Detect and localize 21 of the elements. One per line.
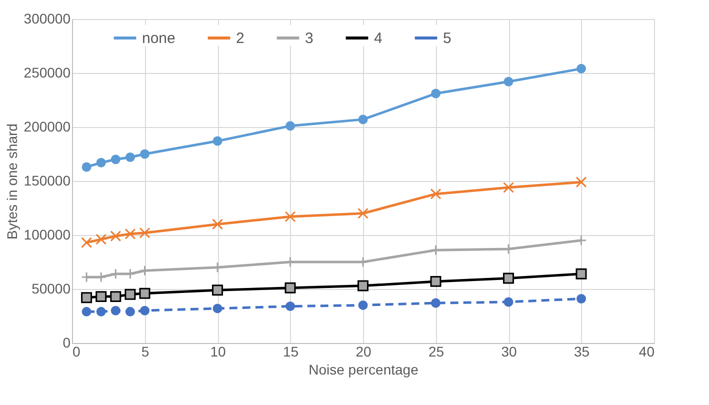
- y-tick-label: 50000: [32, 280, 71, 296]
- y-tick-label: 150000: [24, 172, 71, 188]
- x-tick-label: 20: [356, 344, 372, 360]
- x-tick-label: 40: [638, 344, 655, 360]
- y-tick-label: 100000: [24, 226, 71, 242]
- legend-label: 4: [374, 30, 382, 47]
- x-tick-label: 25: [428, 344, 444, 360]
- legend-label: 5: [443, 30, 452, 47]
- y-tick-label: 250000: [24, 64, 71, 80]
- y-axis-title: Bytes in one shard: [4, 124, 20, 240]
- x-tick-label: 5: [141, 344, 150, 360]
- y-tick-label: 300000: [24, 10, 71, 26]
- legend-label: 3: [305, 30, 314, 47]
- x-axis-title: Noise percentage: [308, 362, 419, 378]
- x-tick-label: 35: [574, 344, 590, 360]
- x-tick-label: 30: [501, 344, 517, 360]
- legend-label: 2: [236, 30, 244, 47]
- x-tick-label: 10: [210, 344, 226, 360]
- legend-label: none: [142, 30, 176, 47]
- x-tick-label: 15: [282, 344, 299, 360]
- y-tick-label: 200000: [24, 118, 71, 134]
